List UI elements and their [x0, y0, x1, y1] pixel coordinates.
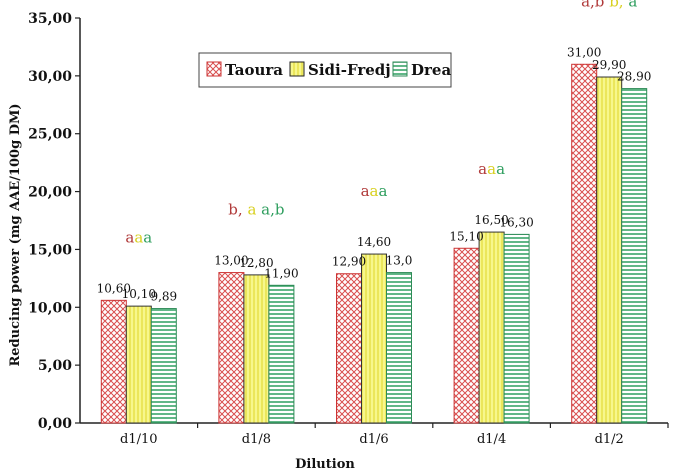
data-label: 10,60: [97, 281, 131, 295]
x-tick-label: d1/10: [120, 432, 158, 447]
data-label: 15,10: [449, 229, 483, 243]
y-tick-label: 0,00: [38, 416, 72, 432]
significance-label: b, a a,b: [228, 201, 284, 219]
bar-taoura: [218, 272, 245, 424]
data-label: 16,30: [499, 215, 533, 229]
legend-label-taoura: Taoura: [225, 61, 283, 79]
bar-taoura: [571, 63, 598, 424]
y-tick-label: 25,00: [28, 127, 72, 143]
significance-label: aaa: [125, 228, 152, 246]
legend-box: [198, 52, 452, 88]
significance-letter: a: [370, 182, 379, 200]
data-label: 12,80: [239, 256, 273, 270]
data-label: 16,50: [474, 213, 508, 227]
data-label: 14,60: [357, 235, 391, 249]
significance-letter: a: [361, 182, 370, 200]
data-label: 31,00: [567, 45, 601, 59]
y-tick-label: 20,00: [28, 185, 72, 201]
x-tick-label: d1/6: [359, 432, 388, 447]
significance-label: aaa: [361, 182, 388, 200]
data-label: 13,0: [386, 254, 413, 268]
y-axis-title: Reducing power (mg AAE/100g DM): [8, 103, 23, 366]
significance-letter: a: [378, 182, 387, 200]
significance-label: a,b b, a: [581, 0, 637, 10]
bar-drea: [503, 233, 530, 424]
significance-letter: a: [143, 228, 152, 246]
significance-letter: b,: [604, 0, 623, 10]
significance-letter: a: [243, 201, 257, 219]
bar-taoura: [100, 299, 127, 424]
bar-drea: [386, 272, 412, 424]
significance-letter: a,b: [581, 0, 604, 10]
legend-label-drea: Drea: [411, 61, 451, 79]
significance-letter: a: [487, 160, 496, 178]
legend-label-sidi-fredj: Sidi-Fredj: [308, 61, 391, 79]
bar-sidi-fredj: [596, 76, 623, 424]
x-ticks: d1/10 d1/8 d1/6 d1/4 d1/2: [120, 423, 669, 447]
y-tick-label: 5,00: [38, 358, 72, 374]
y-ticks: 0,00 5,00 10,00 15,00 20,00 25,00 30,00 35,00: [28, 11, 80, 432]
bar-drea: [268, 284, 295, 424]
bar-taoura: [336, 273, 362, 424]
significance-letter: a: [134, 228, 143, 246]
bar-drea: [621, 88, 648, 424]
significance-letter: a: [478, 160, 487, 178]
x-tick-label: d1/4: [477, 432, 506, 447]
x-axis-title: Dilution: [295, 457, 355, 471]
y-tick-label: 30,00: [28, 69, 72, 85]
significance-letter: a,b: [256, 201, 284, 219]
significance-letter: a: [624, 0, 638, 10]
bar-sidi-fredj: [478, 231, 505, 424]
bar-drea: [150, 308, 177, 424]
x-tick-label: d1/2: [595, 432, 624, 447]
data-label: 28,90: [617, 70, 651, 84]
significance-letter: a: [496, 160, 505, 178]
legend-swatch-drea: [392, 61, 408, 77]
legend-swatch-taoura: [206, 61, 222, 77]
bars: [100, 63, 648, 424]
data-label: 11,90: [264, 266, 298, 280]
data-label: 12,90: [332, 255, 366, 269]
bar-sidi-fredj: [361, 253, 387, 424]
data-label: 29,90: [592, 58, 626, 72]
data-label: 9,89: [150, 290, 177, 304]
bar-sidi-fredj: [243, 274, 270, 424]
legend-swatch-sidi-fredj: [289, 61, 305, 77]
bar-sidi-fredj: [125, 305, 152, 424]
significance-letter: b,: [228, 201, 242, 219]
y-tick-label: 15,00: [28, 242, 72, 258]
y-tick-label: 35,00: [28, 11, 72, 27]
data-label: 10,10: [122, 287, 156, 301]
legend: Taoura Sidi-Fredj Drea: [198, 52, 452, 88]
x-tick-label: d1/8: [242, 432, 271, 447]
y-tick-label: 10,00: [28, 300, 72, 316]
bar-taoura: [453, 247, 480, 424]
data-label: 13,00: [214, 254, 248, 268]
significance-label: aaa: [478, 160, 505, 178]
significance-letter: a: [125, 228, 134, 246]
